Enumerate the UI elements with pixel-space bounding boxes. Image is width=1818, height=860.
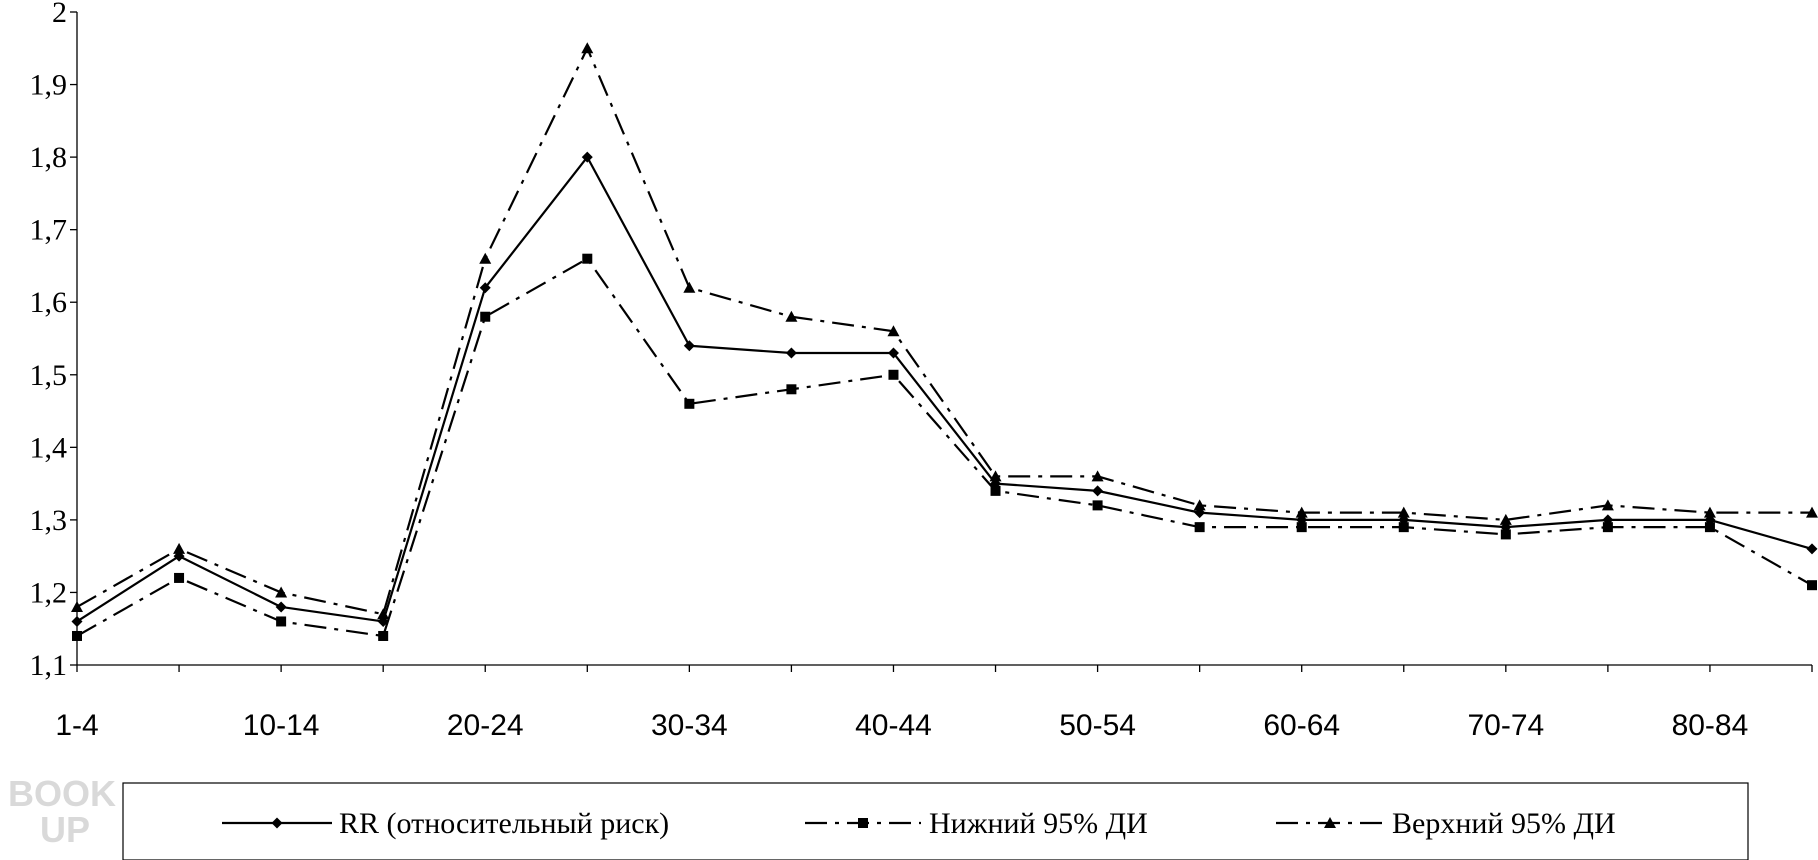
y-tick-label: 1,4: [30, 431, 68, 464]
data-point: [683, 340, 695, 352]
data-point: [480, 311, 491, 322]
x-axis: 1-4 10-14 20-24 30-34 40-44 50-54 60-64 70-74 80…: [55, 664, 1813, 742]
data-point: [275, 601, 287, 613]
x-tick-label: 20-24: [447, 709, 524, 742]
series-2: [72, 253, 1817, 641]
data-point: [1806, 506, 1818, 518]
series-group: [71, 42, 1818, 641]
data-point: [888, 369, 899, 380]
series-3: [71, 42, 1818, 620]
x-tick-label: 40-44: [855, 709, 932, 742]
series-1: [71, 151, 1818, 627]
data-point: [1194, 522, 1205, 533]
data-point: [683, 281, 696, 293]
x-tick-label: 30-34: [651, 709, 728, 742]
data-point: [785, 310, 798, 322]
legend-marker: [1324, 817, 1336, 828]
legend-item: Верхний 95% ДИ: [1276, 807, 1616, 840]
data-point: [1806, 543, 1818, 555]
data-point: [1500, 529, 1511, 540]
legend-item: RR (относительный риск): [222, 807, 669, 840]
series-line: [76, 47, 1812, 616]
data-point: [684, 398, 695, 409]
legend-box: [122, 782, 1749, 860]
legend-marker: [271, 817, 283, 829]
data-point: [786, 384, 797, 395]
data-point: [1499, 513, 1512, 525]
data-point: [785, 347, 797, 359]
data-point: [989, 470, 1002, 482]
data-point: [71, 600, 83, 612]
legend: RR (относительный риск) Нижний 95% ДИ Верх…: [122, 782, 1749, 860]
data-point: [174, 572, 185, 583]
data-point: [377, 608, 390, 620]
data-point: [1092, 500, 1103, 511]
legend-marker: [858, 818, 868, 828]
x-tick-label: 60-64: [1263, 709, 1340, 742]
data-point: [1092, 485, 1104, 497]
data-point: [1602, 522, 1613, 533]
data-point: [72, 630, 82, 641]
y-tick-label: 1,7: [30, 214, 68, 247]
data-point: [275, 586, 288, 598]
data-point: [1193, 499, 1206, 511]
data-point: [582, 253, 593, 264]
data-point: [887, 325, 900, 337]
y-axis: 1,1 1,2 1,3 1,4 1,5 1,6 1,7 1,8 1,9 2: [30, 0, 78, 682]
data-point: [581, 42, 594, 54]
data-point: [1601, 499, 1614, 511]
data-point: [581, 151, 593, 163]
legend-item: Нижний 95% ДИ: [805, 807, 1148, 840]
x-tick-label: 10-14: [243, 709, 320, 742]
data-point: [1295, 506, 1308, 518]
data-point: [887, 347, 899, 359]
data-point: [479, 252, 492, 264]
data-point: [1704, 522, 1715, 533]
x-tick-label: 70-74: [1467, 709, 1544, 742]
data-point: [1398, 522, 1409, 533]
data-point: [1703, 506, 1716, 518]
watermark-line1: BOOK: [8, 773, 116, 814]
watermark-line2: UP: [40, 809, 90, 850]
y-tick-label: 1,6: [30, 286, 68, 319]
data-point: [479, 282, 491, 294]
data-point: [1296, 522, 1307, 533]
data-point: [173, 542, 186, 554]
y-tick-label: 1,1: [30, 649, 68, 682]
series-line: [76, 156, 1813, 623]
watermark-logo: BOOK UP: [8, 773, 116, 850]
data-point: [71, 615, 83, 627]
y-tick-label: 1,5: [30, 359, 68, 392]
legend-label: Нижний 95% ДИ: [929, 807, 1148, 840]
data-point: [378, 630, 389, 641]
y-tick-label: 1,3: [30, 504, 68, 537]
data-point: [1091, 470, 1104, 482]
data-point: [1194, 507, 1206, 519]
data-point: [1397, 506, 1410, 518]
y-tick-label: 1,9: [30, 69, 68, 102]
legend-label: RR (относительный риск): [339, 807, 669, 840]
series-line: [76, 257, 1813, 638]
data-point: [276, 616, 287, 627]
x-tick-label: 1-4: [55, 709, 98, 742]
y-tick-label: 2: [52, 0, 67, 29]
y-tick-label: 1,8: [30, 141, 68, 174]
data-point: [990, 485, 1001, 496]
x-tick-label: 80-84: [1672, 709, 1749, 742]
legend-label: Верхний 95% ДИ: [1392, 807, 1616, 840]
x-tick-label: 50-54: [1059, 709, 1136, 742]
data-point: [1807, 580, 1817, 591]
y-tick-label: 1,2: [30, 576, 68, 609]
